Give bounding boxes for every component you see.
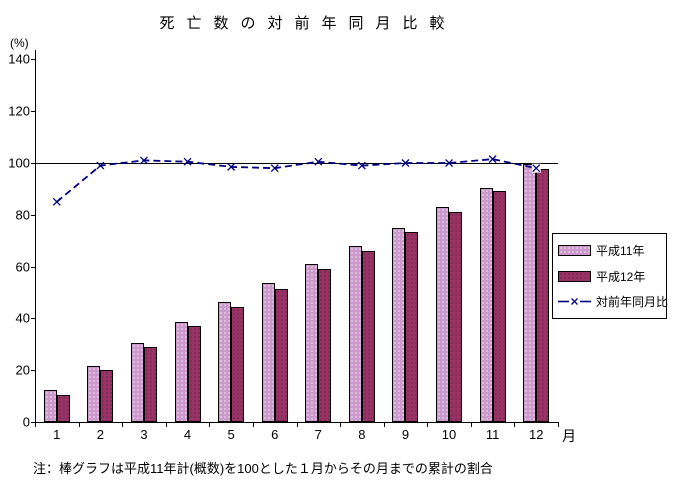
bar-heisei11 [348, 245, 362, 422]
y-tick-label: 20 [15, 362, 30, 378]
bar-heisei12 [231, 306, 245, 422]
bar-heisei11 [436, 207, 450, 422]
x-tick-label: 2 [96, 427, 104, 442]
x-tick [35, 422, 36, 427]
y-tick-label: 120 [8, 103, 30, 119]
y-tick-label: 80 [15, 207, 30, 223]
bar-heisei11 [174, 322, 188, 422]
x-tick-label: 11 [485, 427, 500, 442]
bar-heisei12 [405, 231, 419, 422]
bar-heisei11 [218, 301, 232, 422]
bar-heisei12 [361, 251, 375, 422]
bar-heisei11 [130, 343, 144, 422]
ratio-line-marker [270, 164, 279, 173]
ratio-line-marker [227, 162, 236, 171]
x-tick [209, 422, 211, 427]
y-tick [31, 422, 35, 423]
reference-line-100 [35, 163, 558, 164]
line-series-icon [558, 298, 591, 305]
legend-label-heisei11: 平成11年 [596, 244, 645, 258]
x-tick-label: 9 [401, 427, 410, 442]
bar-heisei11 [479, 187, 493, 422]
x-tick [514, 422, 516, 427]
y-tick [31, 214, 35, 216]
legend-item-heisei11: 平成11年 [558, 242, 661, 259]
legend-label-ratio: 対前年同月比 [596, 295, 669, 309]
x-tick-label: 7 [314, 427, 322, 442]
legend-item-ratio: 対前年同月比 [558, 293, 668, 310]
bar-heisei12 [187, 326, 201, 422]
ratio-line-marker [183, 157, 192, 166]
x-tick [470, 422, 472, 427]
y-tick-label: 0 [22, 414, 30, 430]
legend-item-heisei12: 平成12年 [558, 268, 661, 285]
y-tick [31, 59, 35, 61]
x-tick [296, 422, 298, 427]
x-tick-label: 10 [441, 427, 457, 442]
x-tick [165, 422, 167, 427]
x-tick [340, 422, 342, 427]
y-tick-label: 140 [8, 51, 30, 67]
x-tick [78, 422, 80, 427]
y-axis [35, 50, 36, 422]
y-tick-label: 40 [15, 310, 30, 326]
y-tick-label: 100 [8, 155, 30, 171]
ratio-line [56, 158, 537, 203]
ratio-line-marker [488, 155, 497, 164]
x-tick-label: 4 [183, 427, 192, 442]
y-tick [31, 163, 35, 164]
y-tick [31, 318, 35, 320]
x-tick [122, 422, 124, 427]
bar-heisei12 [449, 212, 463, 422]
bar-heisei11 [43, 389, 57, 422]
bar-heisei12 [274, 288, 288, 422]
x-tick-label: 1 [53, 427, 61, 442]
bar-heisei11 [87, 366, 101, 422]
x-tick [558, 422, 559, 427]
y-tick [31, 266, 35, 268]
x-axis-unit-label: 月 [562, 428, 576, 444]
heisei11-bar-swatch [558, 245, 591, 256]
bar-heisei12 [100, 370, 114, 422]
bar-heisei12 [318, 269, 332, 422]
bar-heisei11 [523, 164, 537, 422]
x-tick-label: 6 [271, 427, 279, 442]
bar-heisei11 [305, 264, 319, 422]
footnote: 注：棒グラフは平成11年計(概数)を100とした１月からその月までの累計の割合 [33, 461, 493, 476]
x-tick-label: 5 [227, 427, 235, 442]
heisei12-bar-swatch [558, 270, 591, 282]
legend: 平成11年 平成12年 対前年同月比 [552, 233, 668, 319]
ratio-line-marker [314, 157, 323, 166]
bar-heisei12 [56, 394, 70, 422]
y-tick-label: 60 [15, 259, 30, 275]
y-axis-unit-label: (%) [10, 36, 29, 50]
bar-heisei12 [143, 346, 157, 422]
bar-heisei11 [261, 283, 275, 422]
chart-title: 死亡数の対前年同月比較 [159, 15, 457, 32]
x-tick [383, 422, 385, 427]
legend-label-heisei12: 平成12年 [596, 269, 646, 284]
y-tick [31, 370, 35, 372]
bar-heisei11 [392, 227, 406, 422]
x-tick-label: 12 [528, 427, 544, 442]
x-tick-label: 3 [140, 427, 148, 442]
bar-heisei12 [536, 169, 550, 422]
x-tick-label: 8 [358, 427, 366, 442]
ratio-line-marker [52, 197, 61, 206]
x-tick [427, 422, 429, 427]
bar-heisei12 [492, 191, 506, 422]
y-tick [31, 111, 35, 113]
x-tick [252, 422, 254, 427]
